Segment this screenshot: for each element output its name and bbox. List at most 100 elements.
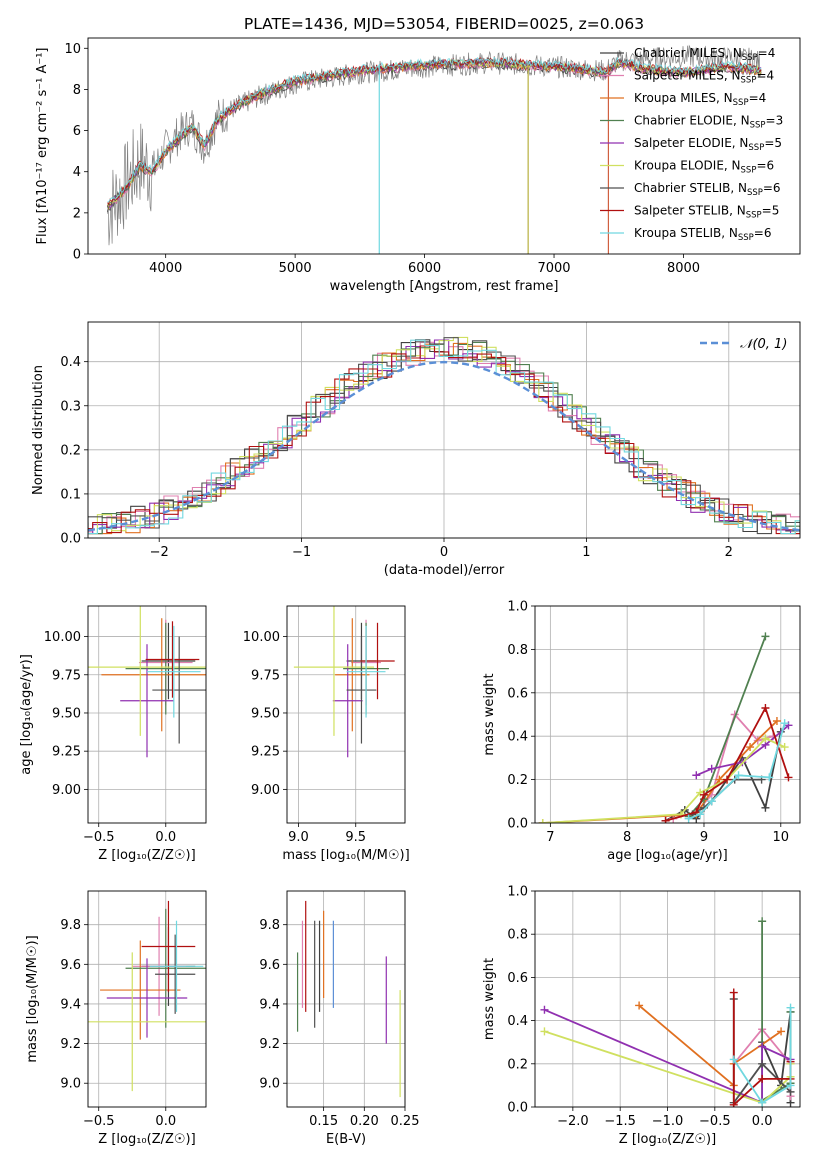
y-tick-label: 9.0 xyxy=(259,1077,280,1092)
mass_vs_Z-points xyxy=(88,900,206,1092)
plot-frame xyxy=(534,890,801,1108)
y-tick-label: 0.0 xyxy=(507,1101,528,1116)
y-tick-label: 6 xyxy=(73,124,81,139)
plot-frame xyxy=(87,37,801,255)
x-tick-label: 5000 xyxy=(279,261,312,276)
weight-marker xyxy=(758,1042,767,1051)
legend-entry: Salpeter MILES, NSSP=4 xyxy=(634,69,774,86)
errorbar-point xyxy=(145,621,200,698)
y-tick-label: 9.4 xyxy=(60,997,81,1012)
errorbar-point xyxy=(149,920,204,1012)
weight-marker xyxy=(758,1074,767,1083)
weight-marker xyxy=(707,764,716,773)
weight-line xyxy=(638,1004,782,1088)
residual-histogram xyxy=(88,339,800,535)
y-tick-label: 9.00 xyxy=(52,783,81,798)
weight-marker xyxy=(729,1100,738,1107)
model-spectrum xyxy=(107,56,762,206)
weight-marker xyxy=(699,790,708,799)
y-axis-label: Flux [fλ10⁻¹⁷ erg cm⁻² s⁻¹ A⁻¹] xyxy=(35,48,50,245)
errorbar-point xyxy=(335,618,370,732)
weight-marker xyxy=(758,1059,767,1068)
y-axis-label: mass weight xyxy=(482,958,497,1040)
x-tick-label: 9 xyxy=(700,830,708,845)
x-tick-label: 8 xyxy=(623,830,631,845)
errorbar-point xyxy=(125,908,206,1028)
y-tick-label: 0.0 xyxy=(60,532,81,547)
x-tick-label: 9.5 xyxy=(345,830,366,845)
legend-entry: Chabrier ELODIE, NSSP=3 xyxy=(634,114,783,131)
x-axis-label: Z [log₁₀(Z/Z☉)] xyxy=(98,848,195,863)
spectrum-lines xyxy=(106,44,762,254)
y-tick-label: 9.2 xyxy=(259,1037,280,1052)
x-tick-label: 8000 xyxy=(667,261,700,276)
weight-marker xyxy=(540,1027,549,1036)
x-tick-label: 2 xyxy=(725,545,733,560)
mass_vs_Z-axes: −0.5 0.0 9.0 9.2 9.4 9.6 9.8 Z [log₁₀(Z/Z☉)] mas… xyxy=(25,891,206,1147)
weights_vs_Z-axes: −2.0 −1.5 −1.0 −0.5 0.0 0.0 0.2 0.4 0.6 0.8 1.0 Z [… xyxy=(482,885,800,1147)
weight-line xyxy=(688,722,786,820)
y-axis-label: age [log₁₀(age/yr)] xyxy=(19,654,34,775)
x-tick-label: 0.15 xyxy=(309,1114,338,1129)
x-tick-label: −0.5 xyxy=(699,1114,731,1129)
plot-frame xyxy=(87,321,801,539)
y-tick-label: 1.0 xyxy=(507,885,528,900)
errorbar-point xyxy=(141,900,196,993)
x-tick-label: 4000 xyxy=(149,261,182,276)
errorbar-point xyxy=(141,622,196,700)
errorbar-point xyxy=(346,625,386,718)
x-tick-label: −1.0 xyxy=(652,1114,684,1129)
weight-marker xyxy=(765,773,774,782)
weight-line xyxy=(733,1007,792,1104)
legend-entry: Salpeter STELIB, NSSP=5 xyxy=(634,204,779,221)
weight-marker xyxy=(780,743,789,752)
age_vs_mass-points xyxy=(293,606,395,758)
age_vs_Z-axes: −0.5 0.0 9.00 9.25 9.50 9.75 10.00 Z [log₁₀(Z/Z… xyxy=(19,606,206,863)
x-axis-label: mass [log₁₀(M/M☉)] xyxy=(282,848,409,863)
y-tick-label: 0.4 xyxy=(507,1014,528,1029)
y-axis-label: mass weight xyxy=(482,673,497,755)
y-tick-label: 9.75 xyxy=(251,668,280,683)
y-tick-label: 9.2 xyxy=(60,1037,81,1052)
weight-marker xyxy=(761,632,770,641)
x-tick-label: −1.5 xyxy=(604,1114,636,1129)
x-tick-label: 0.0 xyxy=(155,1114,176,1129)
weight-marker xyxy=(715,775,724,784)
y-tick-label: 9.25 xyxy=(251,745,280,760)
x-tick-label: 0.0 xyxy=(155,830,176,845)
weight-marker xyxy=(761,734,770,743)
y-tick-label: 10 xyxy=(64,42,81,57)
legend-entry: Kroupa STELIB, NSSP=6 xyxy=(634,226,772,243)
y-tick-label: 0 xyxy=(73,248,81,263)
errorbar-point xyxy=(346,636,377,744)
y-tick-label: 0.3 xyxy=(60,399,81,414)
mass_vs_ebv-axes: 0.15 0.20 0.25 9.0 9.2 9.4 9.6 9.8 E(B-V) xyxy=(259,891,419,1147)
age_vs_mass-axes: 9.0 9.5 9.00 9.25 9.50 9.75 10.00 mass [log₁₀(M… xyxy=(243,606,410,863)
plot-frame xyxy=(534,605,801,824)
weight-marker xyxy=(772,717,781,726)
weight-marker xyxy=(635,1001,644,1010)
legend-entry: 𝒩(0, 1) xyxy=(740,337,787,352)
y-tick-label: 0.2 xyxy=(507,773,528,788)
legend-entry: Kroupa MILES, NSSP=4 xyxy=(634,91,766,108)
y-tick-label: 10.00 xyxy=(243,630,280,645)
x-tick-label: −0.5 xyxy=(83,1114,115,1129)
y-tick-label: 0.8 xyxy=(507,928,528,943)
x-axis-label: Z [log₁₀(Z/Z☉)] xyxy=(98,1132,195,1147)
weight-line xyxy=(542,737,785,823)
errorbar-point xyxy=(332,644,363,758)
weight-marker xyxy=(538,819,547,823)
y-tick-label: 9.8 xyxy=(259,918,280,933)
y-tick-label: 9.50 xyxy=(52,706,81,721)
x-tick-label: 6000 xyxy=(408,261,441,276)
spectrum-axes: 4000 5000 6000 7000 8000 0 2 4 6 8 10 wavelength [A… xyxy=(35,42,700,294)
y-tick-label: 1.0 xyxy=(507,600,528,615)
x-tick-label: −2.0 xyxy=(557,1114,589,1129)
weight-marker xyxy=(786,1003,795,1012)
errorbar-point xyxy=(101,618,206,732)
weight-marker xyxy=(784,773,793,782)
x-axis-label: Z [log₁₀(Z/Z☉)] xyxy=(619,1132,716,1147)
errorbar-point xyxy=(100,940,181,1040)
x-axis-label: (data-model)/error xyxy=(384,563,505,578)
x-tick-label: 7 xyxy=(546,830,554,845)
